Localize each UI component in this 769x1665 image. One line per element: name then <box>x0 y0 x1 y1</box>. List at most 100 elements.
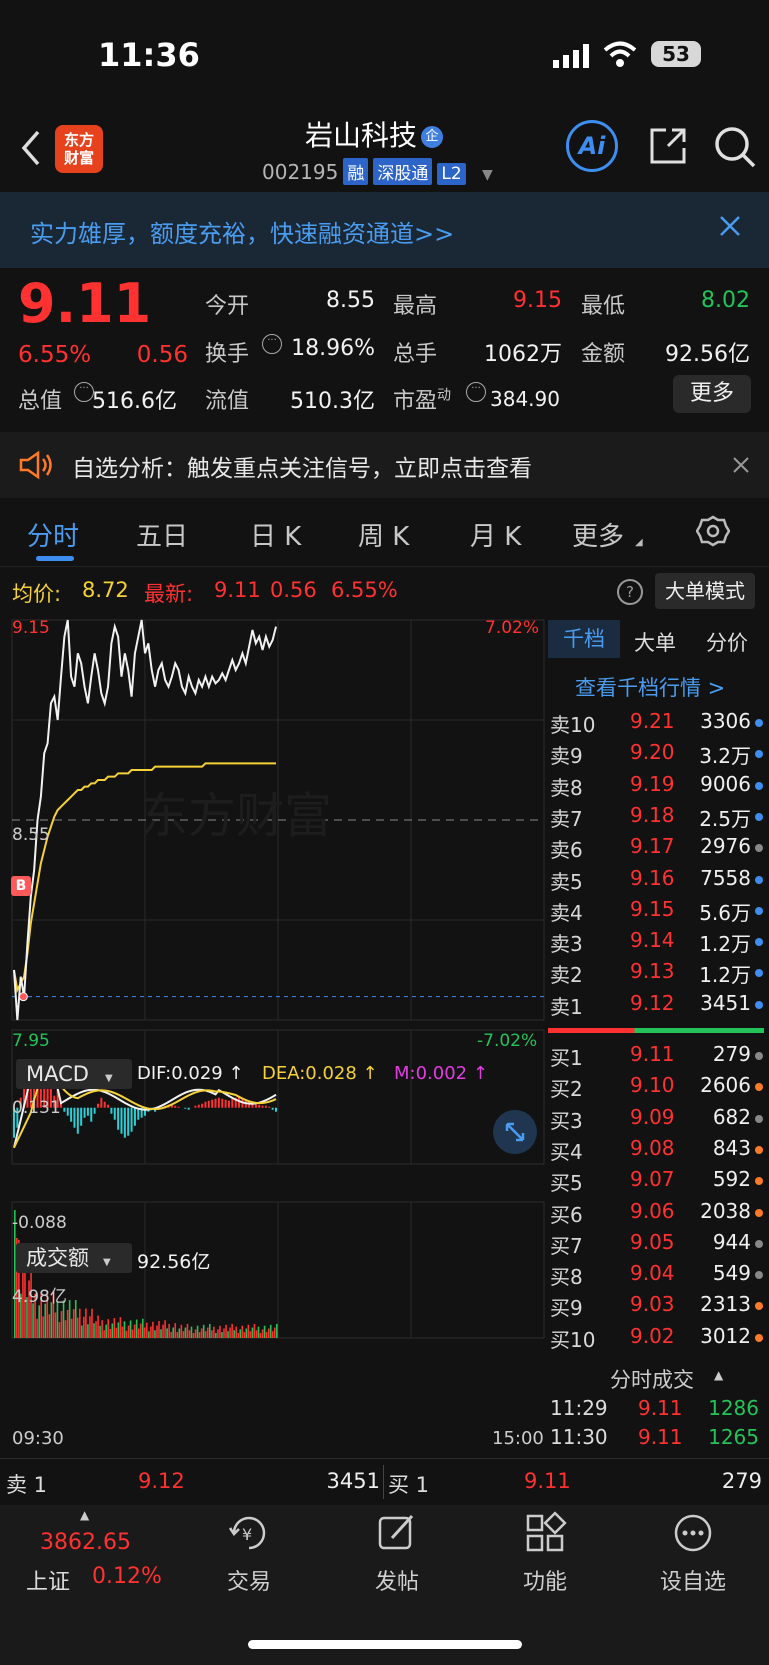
triangle-icon: ◢ <box>635 537 643 548</box>
volume-selector[interactable]: 成交额 ▼ <box>16 1243 132 1273</box>
sell-row[interactable]: 卖10 9.21 3306 <box>548 709 763 740</box>
close-icon[interactable] <box>732 456 750 478</box>
macd-selector[interactable]: MACD ▼ <box>16 1059 132 1089</box>
intraday-chart[interactable]: 东方财富 <box>0 612 548 1422</box>
trade-price: 9.11 <box>638 1396 683 1420</box>
battery-level: 53 <box>662 42 690 66</box>
nav-trade[interactable]: ¥ 交易 <box>199 1510 299 1596</box>
trade-time: 11:29 <box>550 1396 608 1420</box>
notice-bar[interactable]: 自选分析：触发重点关注信号，立即点击查看 <box>0 432 769 498</box>
sell-row[interactable]: 卖6 9.17 2976 <box>548 834 763 865</box>
volume-bar <box>87 1324 89 1338</box>
full-depth-link[interactable]: 查看千档行情 > <box>575 676 726 700</box>
tab-full-depth[interactable]: 千档 <box>548 620 620 658</box>
big-order-mode-button[interactable]: 大单模式 <box>655 573 755 609</box>
buy-row[interactable]: 买10 9.02 3012 <box>548 1324 763 1355</box>
sell-price: 9.20 <box>630 740 675 765</box>
bottom-quote-row[interactable]: 卖 1 9.12 3451 买 1 9.11 279 <box>0 1458 769 1505</box>
buy-level: 买7 <box>550 1233 583 1258</box>
sell-row[interactable]: 卖2 9.13 1.2万 <box>548 959 763 990</box>
volume-bar <box>44 1303 47 1338</box>
tab-big-order[interactable]: 大单 <box>634 631 676 655</box>
sell-dot <box>755 844 763 853</box>
sell-row[interactable]: 卖7 9.18 2.5万 <box>548 803 763 834</box>
buy-row[interactable]: 买8 9.04 549 <box>548 1261 763 1292</box>
nav-functions[interactable]: 功能 <box>495 1510 595 1596</box>
expand-icon[interactable] <box>493 1110 537 1154</box>
sell-row[interactable]: 卖8 9.19 9006 <box>548 772 763 803</box>
macd-dea: DEA:0.028 ↑ <box>262 1063 378 1084</box>
macd-bar <box>261 1105 264 1108</box>
info-icon[interactable]: ··· <box>74 382 94 402</box>
help-icon[interactable]: ? <box>617 579 643 605</box>
trades-header[interactable]: 分时成交 ▲ <box>548 1362 764 1392</box>
volume-bar <box>152 1321 154 1338</box>
stock-title[interactable]: 岩山科技企 <box>305 114 444 154</box>
float-cap-label: 流值 <box>205 389 250 414</box>
buy-row[interactable]: 买6 9.06 2038 <box>548 1199 763 1230</box>
sell-row[interactable]: 卖3 9.14 1.2万 <box>548 928 763 959</box>
info-icon[interactable]: ··· <box>466 382 486 402</box>
gear-icon[interactable] <box>695 514 731 552</box>
tab-daily-k[interactable]: 日 K <box>250 522 302 552</box>
more-button[interactable]: 更多 <box>673 375 751 413</box>
market-cap-value: 516.6亿 <box>92 389 177 414</box>
volume-bar <box>174 1323 177 1338</box>
info-icon[interactable]: ··· <box>262 334 282 354</box>
sell-dot <box>755 750 763 759</box>
buy-row[interactable]: 买5 9.07 592 <box>548 1167 763 1198</box>
stock-code-line[interactable]: 002195 融深股通 L2 ▼ <box>262 158 493 185</box>
low-value: 8.02 <box>701 288 750 313</box>
buy-level: 买5 <box>550 1171 583 1196</box>
tab-weekly-k[interactable]: 周 K <box>358 522 410 552</box>
close-icon[interactable] <box>718 214 742 242</box>
buy-row[interactable]: 买1 9.11 279 <box>548 1042 763 1073</box>
tab-price-dist[interactable]: 分价 <box>706 631 748 655</box>
back-icon[interactable] <box>18 128 44 172</box>
avg-label: 均价: <box>12 582 62 606</box>
buy-marker: B <box>11 876 31 896</box>
index-widget[interactable]: ▲ 3862.65 上证 0.12% <box>20 1508 162 1608</box>
buy-row[interactable]: 买9 9.03 2313 <box>548 1292 763 1323</box>
sell-row[interactable]: 卖9 9.20 3.2万 <box>548 740 763 771</box>
buy-row[interactable]: 买7 9.05 944 <box>548 1230 763 1261</box>
macd-bar <box>221 1098 224 1108</box>
macd-bar <box>107 1104 110 1108</box>
volume-bar <box>97 1315 99 1338</box>
sell-row[interactable]: 卖4 9.15 5.6万 <box>548 897 763 928</box>
share-icon[interactable] <box>646 124 690 172</box>
ai-icon[interactable]: Ai <box>566 120 618 172</box>
macd-bar <box>83 1107 86 1118</box>
macd-bar <box>258 1104 261 1108</box>
volume-bar <box>36 1318 38 1338</box>
tab-intraday[interactable]: 分时 <box>27 522 80 552</box>
open-label: 今开 <box>205 294 250 319</box>
search-icon[interactable] <box>712 124 758 174</box>
volume-bar <box>225 1324 227 1338</box>
tab-five-day[interactable]: 五日 <box>136 522 189 552</box>
macd-bar <box>177 1106 180 1108</box>
change-percent: 6.55% <box>18 342 92 368</box>
app-logo: 东方 财富 <box>55 125 103 173</box>
tab-monthly-k[interactable]: 月 K <box>470 522 522 552</box>
buy-price: 9.10 <box>630 1073 675 1098</box>
nav-add-watchlist[interactable]: 设自选 <box>643 1510 743 1596</box>
volume-bar <box>253 1323 256 1338</box>
macd-bar <box>86 1107 89 1116</box>
sell-volume: 7558 <box>700 865 751 890</box>
sell-row[interactable]: 卖5 9.16 7558 <box>548 866 763 897</box>
tag-margin: 融 <box>343 158 369 185</box>
buy-row[interactable]: 买3 9.09 682 <box>548 1105 763 1136</box>
buy-dot <box>755 1333 763 1342</box>
nav-post[interactable]: 发帖 <box>347 1510 447 1596</box>
sell-row[interactable]: 卖1 9.12 3451 <box>548 991 763 1022</box>
buy-row[interactable]: 买4 9.08 843 <box>548 1136 763 1167</box>
sell-price: 9.14 <box>630 928 675 953</box>
promo-banner[interactable]: 实力雄厚，额度充裕，快速融资通道>> <box>0 192 769 268</box>
trade-icon: ¥ <box>228 1516 266 1550</box>
volume-bar <box>95 1321 97 1338</box>
buy-row[interactable]: 买2 9.10 2606 <box>548 1073 763 1104</box>
tab-more[interactable]: 更多 <box>572 522 625 552</box>
volume-bar <box>76 1317 79 1338</box>
status-bar: 11:36 53 <box>0 0 769 110</box>
